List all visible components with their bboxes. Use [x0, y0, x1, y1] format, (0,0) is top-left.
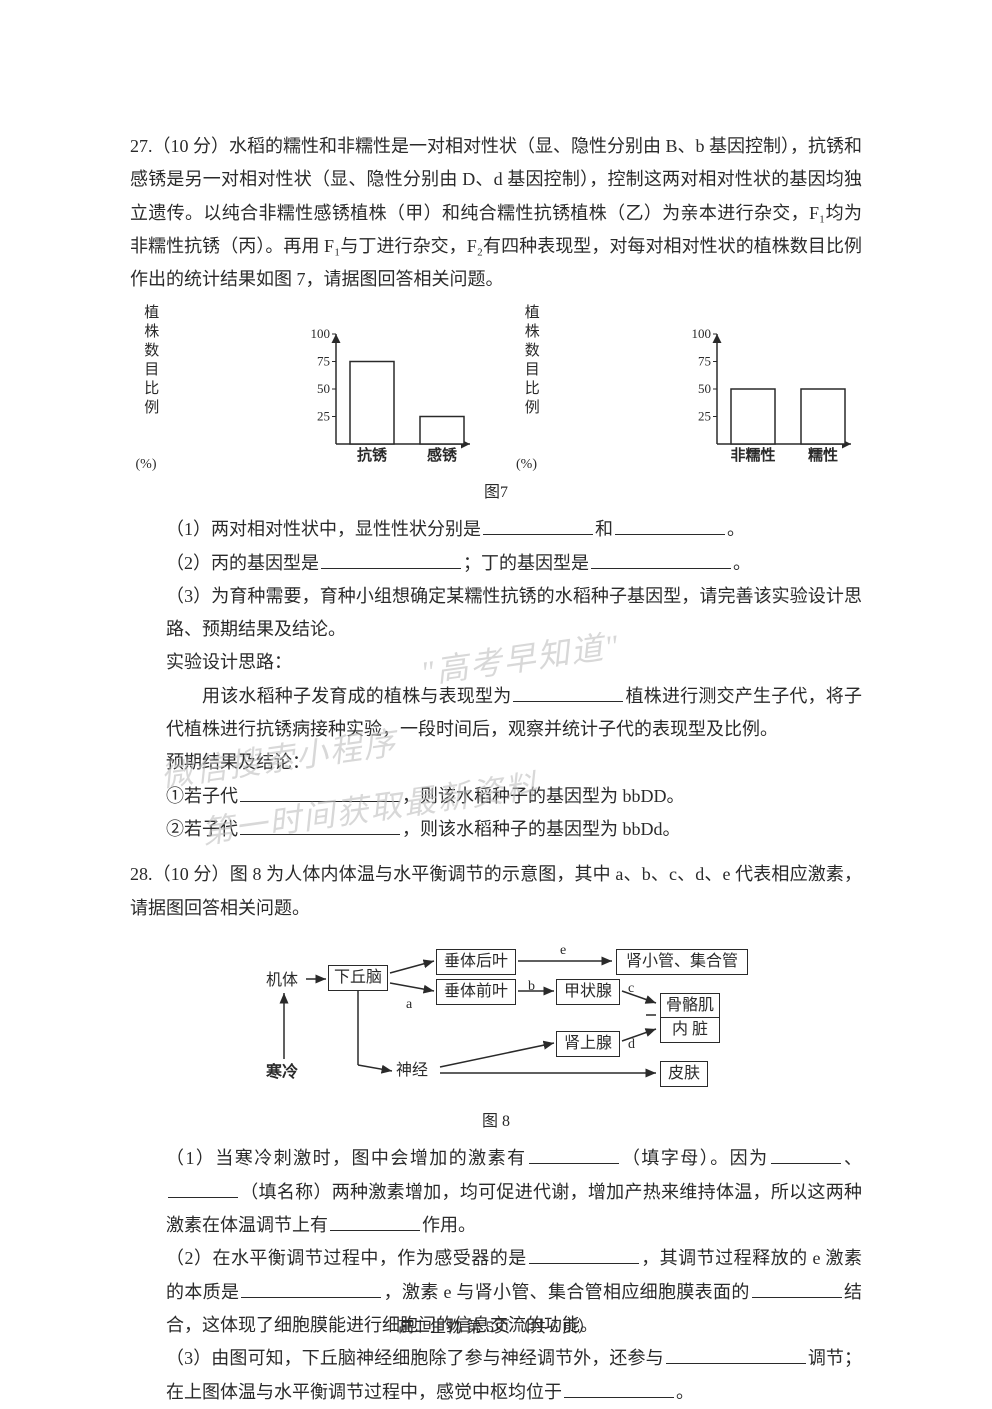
diagram-edge-label-a: a [406, 995, 412, 1015]
q27-r2-post: ，则该水稻种子的基因型为 bbDd。 [402, 819, 681, 839]
q28-s1-c: 、 [843, 1148, 862, 1168]
q27-sub3: （3）为育种需要，育种小组想确定某糯性抗锈的水稻种子基因型，请完善该实验设计思路… [130, 580, 862, 647]
diagram-node-jiti: 机体 [266, 971, 298, 991]
diagram-node-neizang: 内 脏 [660, 1017, 720, 1043]
svg-text:75: 75 [698, 354, 711, 369]
q27-intro: 27.（10 分）水稻的糯性和非糯性是一对相对性状（显、隐性分别由 B、b 基因… [130, 130, 862, 296]
q28-s1-e: 作用。 [422, 1215, 476, 1235]
q27-sub1-post: 。 [727, 519, 745, 539]
svg-text:50: 50 [698, 381, 711, 396]
q27-result-2: ②若子代 ，则该水稻种子的基因型为 bbDd。 [130, 813, 862, 846]
diagram-node-shenxiaoguan: 肾小管、集合管 [616, 949, 748, 975]
blank [564, 1379, 674, 1398]
diagram-edge-label-c: c [628, 979, 634, 999]
blank [771, 1146, 841, 1165]
q28-s1-a: （1）当寒冷刺激时，图中会增加的激素有 [166, 1148, 527, 1168]
diagram-node-hanleng: 寒冷 [266, 1063, 298, 1083]
q28-number: 28. [130, 864, 153, 884]
q27-sub2-pre: （2）丙的基因型是 [166, 553, 319, 573]
chart-left: 25 50 75 100 抗锈 感锈 [306, 326, 476, 477]
diagram-edge-label-d: d [628, 1035, 635, 1055]
q27-design-body-1: 用该水稻种子发育成的植株与表现型为 [202, 686, 511, 706]
diagram-node-shenshangxian: 肾上腺 [556, 1031, 620, 1057]
figure-8-caption: 图 8 [130, 1107, 862, 1137]
svg-text:糯性: 糯性 [807, 446, 837, 464]
blank [330, 1212, 420, 1231]
chart-left-yunit: (%) [136, 452, 307, 478]
q28-points: （10 分） [153, 864, 230, 884]
q27-sub1: （1）两对相对性状中，显性性状分别是 和 。 [130, 513, 862, 546]
diagram-node-guge: 骨骼肌 [660, 993, 720, 1019]
q27-r1-post: ，则该水稻种子的基因型为 bbDD。 [402, 786, 685, 806]
blank [240, 816, 400, 835]
q28-sub1: （1）当寒冷刺激时，图中会增加的激素有 （填字母）。因为 、 （填名称）两种激素增加，… [130, 1142, 862, 1242]
q27-r2-pre: ②若子代 [166, 819, 238, 839]
q27-sub1-mid: 和 [595, 519, 613, 539]
diagram-node-xiaoqiunao: 下丘脑 [328, 965, 388, 991]
q28-intro-text: 图 8 为人体内体温与水平衡调节的示意图，其中 a、b、c、d、e 代表相应激素… [130, 864, 862, 917]
q27-sub2-mid: ；丁的基因型是 [463, 553, 589, 573]
q27-design-body: 用该水稻种子发育成的植株与表现型为植株进行测交产生子代，将子代植株进行抗锈病接种… [130, 680, 862, 747]
chart-left-ylabel: 植株数目比例 [136, 304, 164, 438]
chart-left-ylabel-block: 植株数目比例 (%) [136, 304, 307, 477]
blank [615, 516, 725, 535]
page-footer: 高二生物 第 5页 （共 6 页） [0, 1313, 992, 1343]
svg-text:25: 25 [317, 409, 330, 424]
q28-s3-c: 。 [676, 1382, 694, 1402]
q27-sub2-post: 。 [733, 553, 751, 573]
svg-text:75: 75 [317, 354, 330, 369]
blank [240, 783, 400, 802]
q28-sub3: （3）由图可知，下丘脑神经细胞除了参与神经调节外，还参与调节；在上图体温与水平衡… [130, 1342, 862, 1409]
chart-right-yunit: (%) [516, 452, 687, 478]
chart-right: 25 50 75 100 非糯性 糯性 [687, 326, 857, 477]
q28-s2-c: ，激素 e 与肾小管、集合管相应细胞膜表面的 [383, 1282, 749, 1302]
q27-design-head: 实验设计思路： [130, 646, 862, 679]
q27-number: 27. [130, 136, 153, 156]
svg-text:100: 100 [311, 326, 331, 341]
svg-text:非糯性: 非糯性 [730, 446, 775, 464]
diagram-node-shenjing: 神经 [396, 1061, 428, 1081]
q27-result-1: ①若子代 ，则该水稻种子的基因型为 bbDD。 [130, 780, 862, 813]
q28-s1-d: （填名称）两种激素增加，均可促进代谢，增加产热来维持体温，所以这两种激素在体温调… [166, 1182, 862, 1235]
svg-text:25: 25 [698, 409, 711, 424]
svg-text:50: 50 [317, 381, 330, 396]
svg-text:100: 100 [691, 326, 711, 341]
q27-sub2: （2）丙的基因型是 ；丁的基因型是 。 [130, 547, 862, 580]
q27-points: （10 分） [153, 136, 230, 156]
diagram-node-chuitihou: 垂体后叶 [436, 949, 516, 975]
chart-right-ylabel: 植株数目比例 [516, 304, 544, 438]
blank [529, 1245, 639, 1264]
q28-s2-a: （2）在水平衡调节过程中，作为感受器的是 [166, 1248, 527, 1268]
diagram-node-pifu: 皮肤 [660, 1061, 708, 1087]
question-27: 27.（10 分）水稻的糯性和非糯性是一对相对性状（显、隐性分别由 B、b 基因… [130, 130, 862, 846]
blank [666, 1345, 806, 1364]
blank [752, 1279, 842, 1298]
figure-8-diagram: 机体寒冷 下丘脑神经 垂体后叶垂体前叶 肾小管、集合管甲状腺肾上腺 骨骼肌内 脏皮肤 a b… [236, 935, 756, 1105]
blank [168, 1179, 238, 1198]
q27-intro-text: 水稻的糯性和非糯性是一对相对性状（显、隐性分别由 B、b 基因控制），抗锈和感锈… [130, 136, 862, 289]
diagram-edge-label-e: e [560, 941, 566, 961]
diagram-node-chuitiqian: 垂体前叶 [436, 979, 516, 1005]
figure-7-caption: 图7 [130, 478, 862, 508]
q28-s1-b: （填字母）。因为 [621, 1148, 769, 1168]
chart-right-wrap: 植株数目比例 (%) 25 50 75 100 非糯性 糯性 [516, 304, 857, 477]
diagram-node-jiazhuangxian: 甲状腺 [556, 979, 620, 1005]
figure-7-charts: 植株数目比例 (%) 25 50 75 100 抗锈 感锈 植株数目比例 (%) 25 50… [130, 304, 862, 477]
blank [529, 1146, 619, 1165]
blank [241, 1279, 381, 1298]
blank [483, 516, 593, 535]
q27-sub1-pre: （1）两对相对性状中，显性性状分别是 [166, 519, 481, 539]
q27-r1-pre: ①若子代 [166, 786, 238, 806]
chart-right-ylabel-block: 植株数目比例 (%) [516, 304, 687, 477]
blank [591, 550, 731, 569]
q28-intro: 28.（10 分）图 8 为人体内体温与水平衡调节的示意图，其中 a、b、c、d… [130, 858, 862, 925]
blank [513, 683, 623, 702]
svg-text:抗锈: 抗锈 [357, 446, 387, 464]
diagram-edge-label-b: b [528, 977, 535, 997]
blank [321, 550, 461, 569]
chart-left-wrap: 植株数目比例 (%) 25 50 75 100 抗锈 感锈 [136, 304, 477, 477]
q28-s3-a: （3）由图可知，下丘脑神经细胞除了参与神经调节外，还参与 [166, 1348, 664, 1368]
svg-text:感锈: 感锈 [427, 446, 457, 464]
q27-result-head: 预期结果及结论： [130, 746, 862, 779]
